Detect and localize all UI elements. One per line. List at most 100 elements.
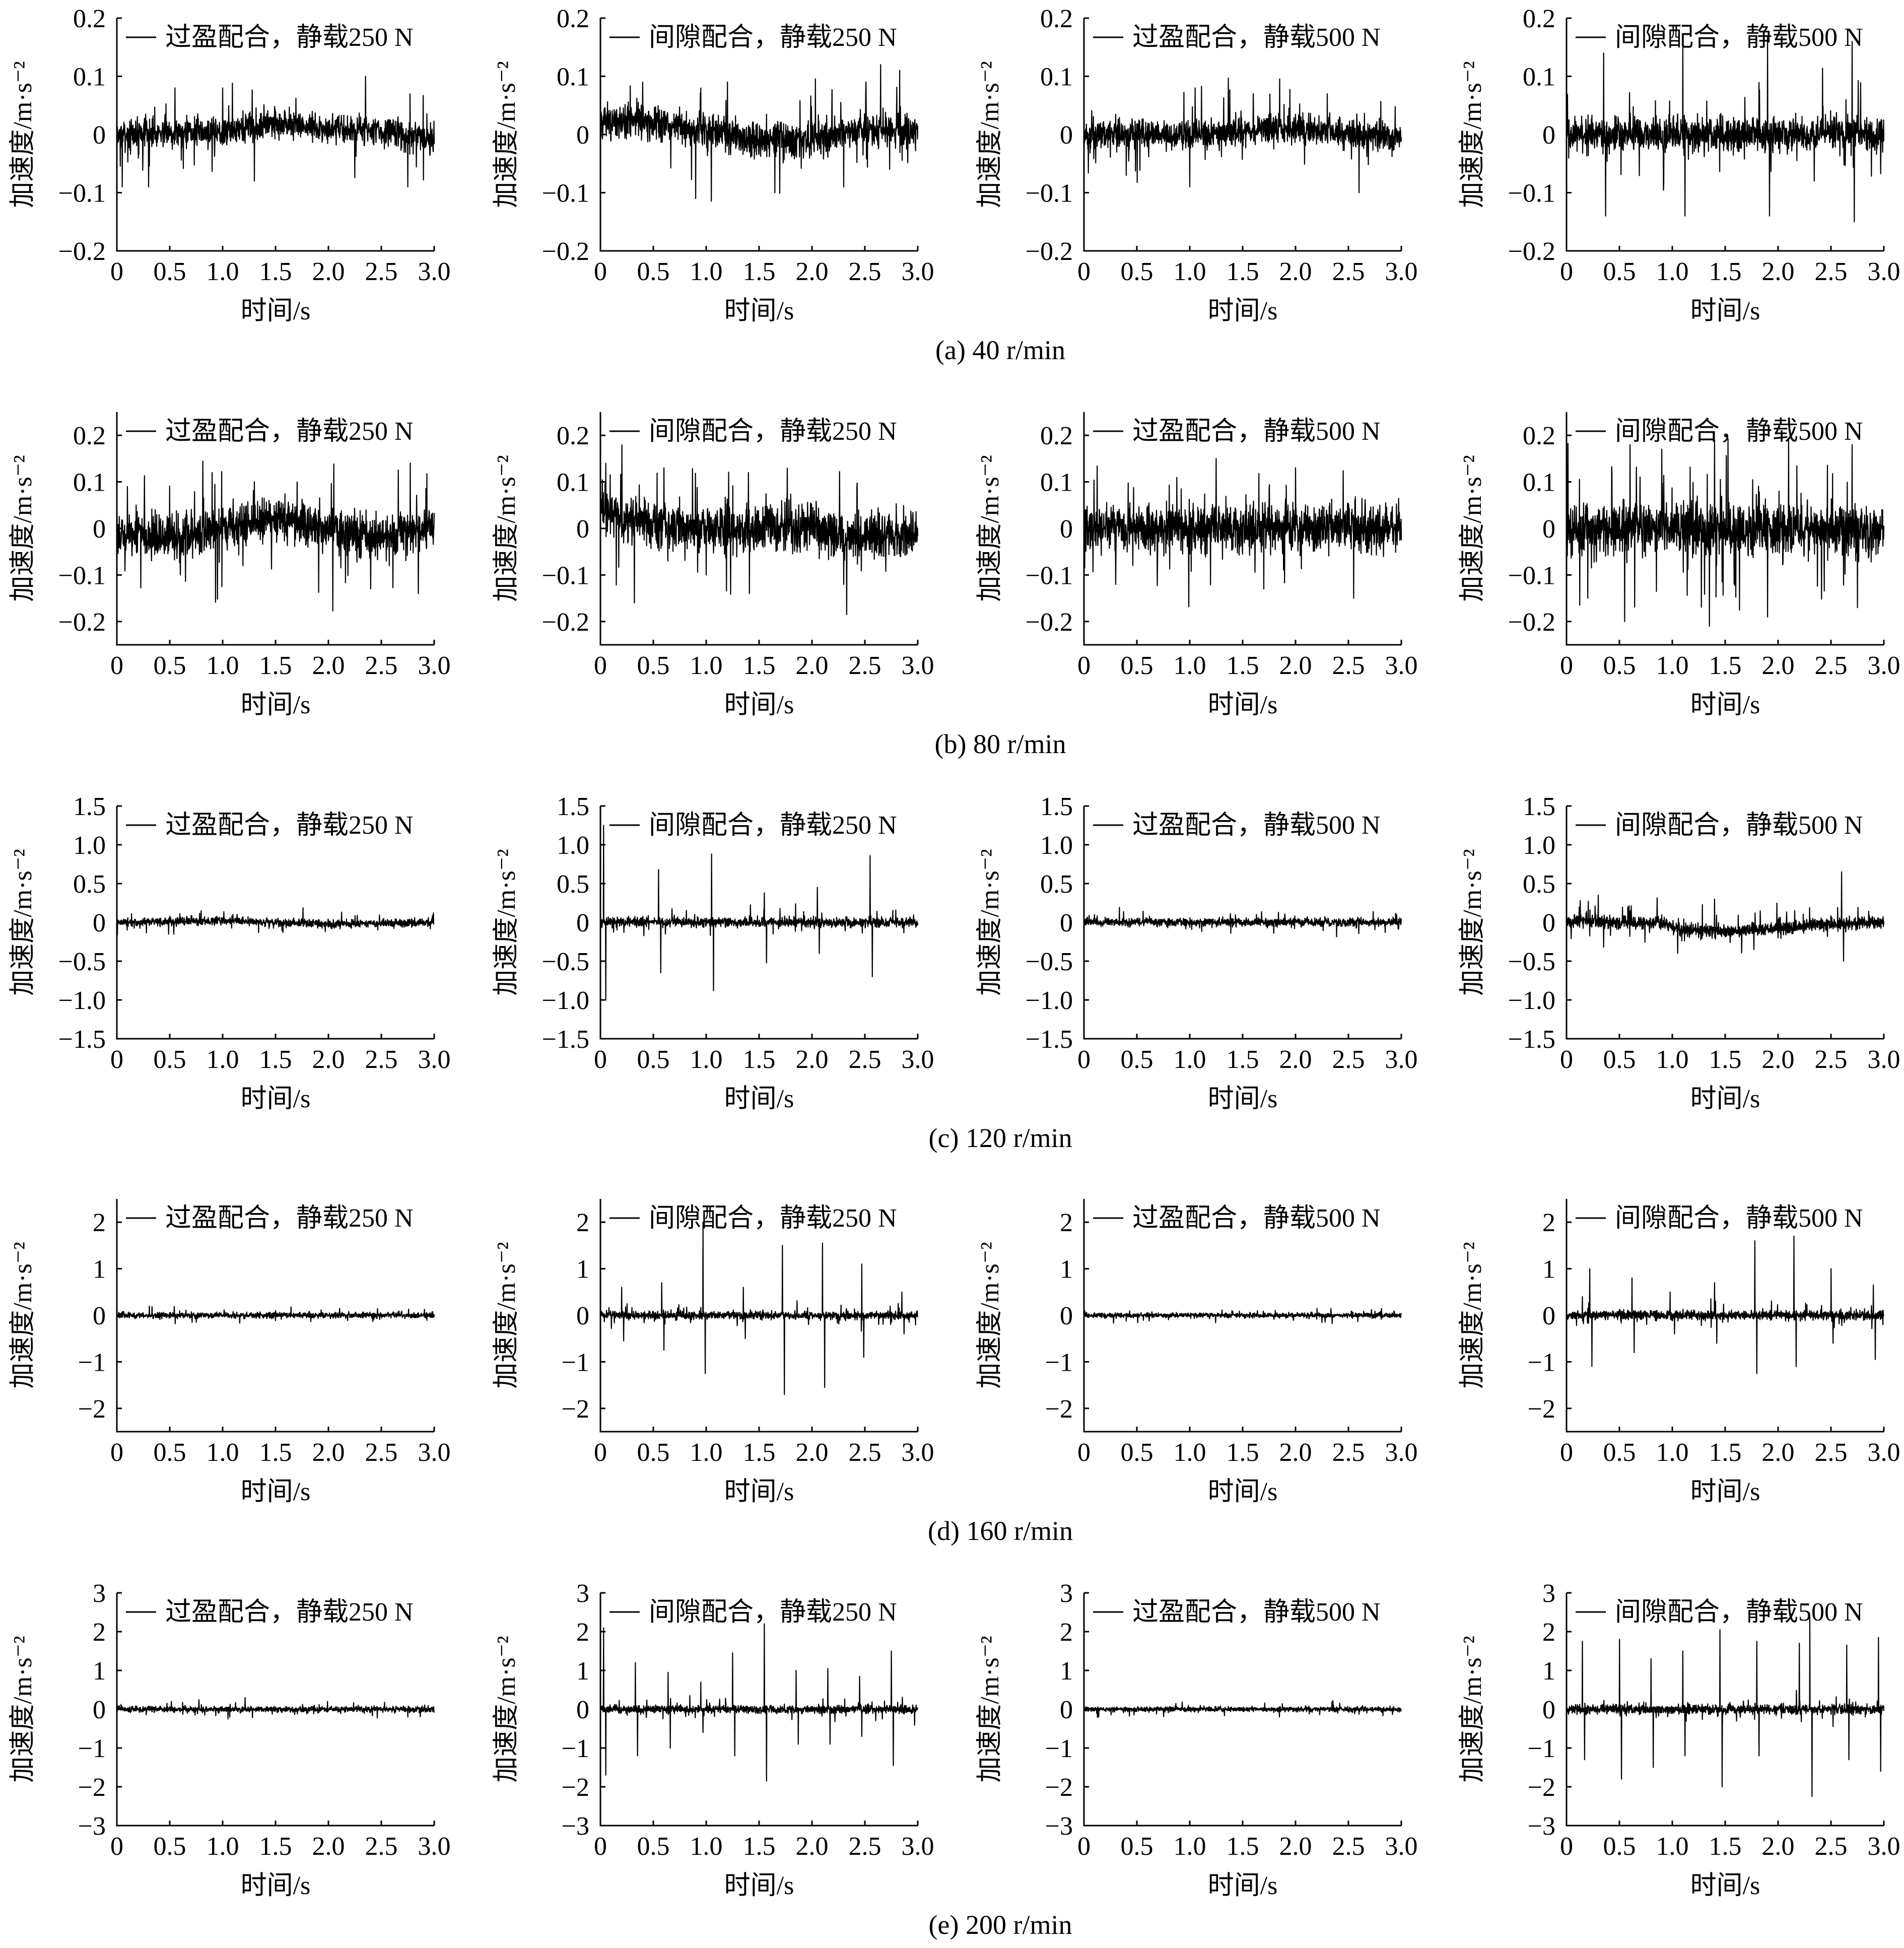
y-tick-label: 0 [576, 1302, 589, 1330]
x-tick-label: 1.5 [1227, 1832, 1259, 1861]
y-tick-label: −0.2 [58, 237, 106, 266]
y-tick-label: 3 [1542, 1579, 1555, 1608]
y-axis-title: 加速度/m·s⁻² [1458, 1636, 1487, 1783]
y-axis-title: 加速度/m·s⁻² [976, 61, 1004, 208]
y-tick-label: −3 [1045, 1812, 1073, 1841]
y-tick-label: 0.1 [73, 63, 106, 92]
x-tick-label: 2.5 [1332, 1438, 1365, 1467]
x-axis-title: 时间/s [1690, 691, 1760, 719]
x-tick-label: 0.5 [1603, 257, 1636, 286]
x-tick-label: 0 [1077, 1045, 1091, 1074]
x-tick-label: 0.5 [637, 1832, 670, 1861]
series-line [1566, 1616, 1885, 1797]
x-tick-label: 0 [1077, 651, 1091, 680]
y-axis-title: 加速度/m·s⁻² [492, 849, 521, 996]
y-tick-label: −1.0 [542, 986, 589, 1015]
x-tick-label: 2.5 [1815, 651, 1848, 680]
x-tick-label: 3.0 [418, 257, 451, 286]
chart-panel: 间隙配合，静载250 N 0 0.5 1.0 1.5 2.0 2.5 3.0 −1.5 −1.0 −… [492, 792, 934, 1113]
x-tick-label: 1.0 [690, 1832, 723, 1861]
y-tick-label: 0.5 [1040, 870, 1073, 899]
x-axis-title: 时间/s [1690, 1085, 1760, 1113]
legend-label: 过盈配合，静载250 N [165, 1204, 414, 1233]
y-tick-label: 0 [93, 515, 106, 544]
y-tick-label: −0.2 [1026, 237, 1073, 266]
legend-label: 间隙配合，静载500 N [1615, 811, 1863, 840]
y-tick-label: −1.5 [1508, 1025, 1555, 1054]
y-axis-title: 加速度/m·s⁻² [1458, 1242, 1487, 1389]
y-tick-label: 0.1 [1523, 63, 1555, 92]
y-tick-label: −0.5 [1508, 948, 1555, 976]
x-tick-label: 0.5 [154, 651, 186, 680]
x-tick-label: 3.0 [902, 1438, 934, 1467]
x-tick-label: 1.0 [207, 1832, 239, 1861]
x-tick-label: 2.0 [1762, 651, 1795, 680]
x-tick-label: 1.0 [690, 651, 723, 680]
x-axis-title: 时间/s [1690, 297, 1760, 325]
chart-panel: 间隙配合，静载250 N 0 0.5 1.0 1.5 2.0 2.5 3.0 −0.2 −0.1 0… [492, 412, 934, 719]
y-tick-label: −1.0 [58, 986, 106, 1015]
y-tick-label: 0.1 [557, 468, 589, 497]
x-tick-label: 2.5 [365, 1832, 398, 1861]
y-tick-label: −0.2 [1508, 608, 1555, 637]
x-tick-label: 3.0 [1385, 257, 1418, 286]
y-tick-label: −2 [1045, 1773, 1073, 1802]
y-tick-label: −0.2 [1508, 237, 1555, 266]
x-tick-label: 2.5 [849, 651, 881, 680]
x-tick-label: 0.5 [1121, 1438, 1153, 1467]
x-tick-label: 2.0 [796, 1438, 829, 1467]
y-tick-label: 1 [1060, 1255, 1073, 1284]
y-tick-label: −0.5 [58, 948, 106, 976]
y-tick-label: −2 [78, 1773, 106, 1802]
y-tick-label: 0 [1542, 121, 1555, 150]
y-tick-label: 0.5 [557, 870, 589, 899]
y-tick-label: 0.2 [557, 5, 589, 33]
x-tick-label: 2.5 [1815, 1438, 1848, 1467]
y-tick-label: −2 [1045, 1395, 1073, 1424]
x-tick-label: 1.5 [743, 1438, 776, 1467]
x-tick-label: 1.0 [690, 1045, 723, 1074]
y-tick-label: −1.0 [1508, 986, 1555, 1015]
y-tick-label: −2 [1528, 1395, 1555, 1424]
row-caption: (e) 200 r/min [929, 1910, 1072, 1940]
chart-panel: 间隙配合，静载250 N 0 0.5 1.0 1.5 2.0 2.5 3.0 −3 −2 −1 0 1 2… [492, 1579, 934, 1900]
series-line [1566, 1235, 1885, 1374]
x-tick-label: 2.0 [796, 1832, 829, 1861]
x-tick-label: 2.0 [796, 651, 829, 680]
y-tick-label: 0 [576, 121, 589, 150]
chart-panel: 间隙配合，静载500 N 0 0.5 1.0 1.5 2.0 2.5 3.0 −3 −2 −1 0 1 2… [1458, 1579, 1900, 1900]
series-line [1083, 1700, 1402, 1718]
x-tick-label: 1.0 [1656, 257, 1689, 286]
x-tick-label: 2.0 [312, 651, 345, 680]
x-tick-label: 0.5 [1121, 651, 1153, 680]
y-tick-label: 1.0 [1523, 831, 1555, 860]
y-tick-label: 0.1 [1523, 468, 1555, 497]
x-axis-title: 时间/s [1208, 691, 1278, 719]
x-tick-label: 1.5 [1709, 1045, 1742, 1074]
y-tick-label: −0.1 [1026, 179, 1073, 208]
x-tick-label: 0.5 [1121, 1832, 1153, 1861]
x-tick-label: 0.5 [154, 1438, 186, 1467]
y-tick-label: 3 [93, 1579, 106, 1608]
x-tick-label: 0.5 [637, 1438, 670, 1467]
y-tick-label: 1.0 [557, 831, 589, 860]
y-tick-label: 2 [576, 1618, 589, 1647]
legend-label: 过盈配合，静载250 N [165, 811, 414, 840]
x-tick-label: 0.5 [637, 257, 670, 286]
series-line [599, 825, 919, 1001]
x-tick-label: 2.0 [796, 1045, 829, 1074]
x-tick-label: 1.5 [1227, 1045, 1259, 1074]
y-tick-label: 1.5 [1040, 792, 1073, 821]
y-axis-title: 加速度/m·s⁻² [976, 849, 1004, 996]
legend-label: 过盈配合，静载500 N [1132, 23, 1381, 52]
y-axis-title: 加速度/m·s⁻² [492, 61, 521, 208]
y-axis-title: 加速度/m·s⁻² [9, 1636, 37, 1783]
y-tick-label: 0.2 [557, 422, 589, 450]
chart-panel: 过盈配合，静载250 N 0 0.5 1.0 1.5 2.0 2.5 3.0 −3 −2 −1 0 1 2… [9, 1579, 451, 1900]
series-line [1083, 77, 1402, 193]
y-tick-label: 1.0 [1040, 831, 1073, 860]
x-tick-label: 0.5 [1603, 1832, 1636, 1861]
chart-panel: 过盈配合，静载500 N 0 0.5 1.0 1.5 2.0 2.5 3.0 −0.2 −0.1 0… [976, 5, 1418, 325]
y-tick-label: −1 [1045, 1348, 1073, 1377]
chart-panel: 过盈配合，静载500 N 0 0.5 1.0 1.5 2.0 2.5 3.0 −3 −2 −1 0 1 2… [976, 1579, 1418, 1900]
